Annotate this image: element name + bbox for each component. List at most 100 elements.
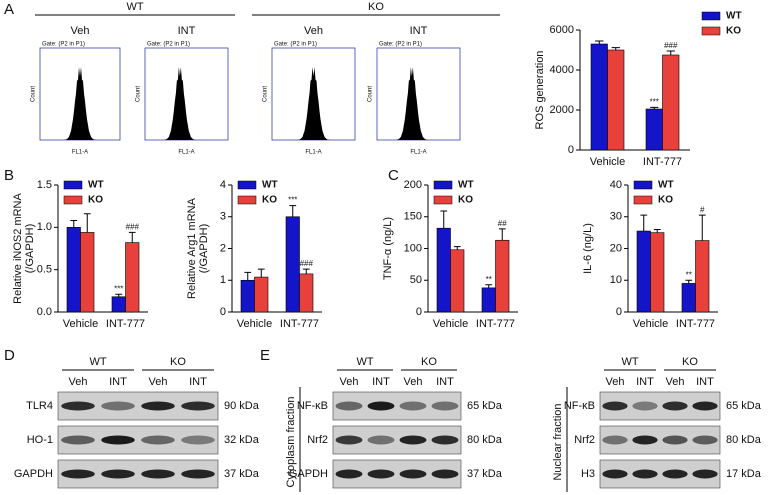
flow-y-label: Count	[136, 86, 142, 102]
significance-label: ###	[300, 259, 314, 268]
blot-size-label: 17 kDa	[726, 468, 762, 480]
group-label: KO	[368, 1, 384, 13]
flow-histogram	[64, 66, 96, 140]
legend-label: KO	[88, 195, 103, 206]
blot-row-label: GAPDH	[289, 468, 328, 480]
significance-label: **	[486, 275, 492, 284]
blot-size-label: 65 kDa	[726, 400, 762, 412]
panel-letter: A	[4, 1, 14, 18]
legend-swatch	[633, 180, 653, 190]
y-tick-label: 100	[404, 242, 422, 254]
lane-label: INT	[636, 376, 654, 388]
bar	[299, 273, 314, 313]
legend-swatch	[237, 180, 257, 190]
y-axis-label: IL-6 (ng/L)	[582, 223, 594, 274]
bar	[66, 227, 81, 313]
condition-label: INT	[410, 25, 428, 37]
y-tick-label: 0	[220, 306, 226, 318]
bar	[111, 296, 126, 313]
blot-band	[367, 401, 395, 411]
error-bar	[498, 228, 506, 241]
bar	[254, 276, 269, 313]
x-tick-label: INT-777	[280, 318, 319, 330]
y-axis-label: Relative Arg1 mRNA	[186, 197, 198, 299]
blot-band	[181, 401, 215, 411]
flow-y-label: Count	[263, 86, 269, 102]
x-tick-label: Vehicle	[237, 318, 272, 330]
fraction-label: Cytoplasm fraction	[285, 396, 297, 487]
lane-label: INT	[189, 376, 207, 388]
error-bar	[115, 293, 123, 297]
error-bar	[440, 210, 448, 229]
gate-label: Gate: (P2 in P1)	[147, 42, 190, 48]
lane-label: INT	[436, 376, 454, 388]
bar	[481, 287, 496, 313]
y-tick-label: 0	[568, 144, 574, 156]
flow-histogram	[163, 66, 196, 140]
blot-band	[662, 435, 688, 445]
legend-swatch	[433, 195, 453, 205]
lane-label: Veh	[69, 376, 88, 388]
bar	[240, 279, 255, 313]
error-bar	[289, 205, 297, 217]
blot-band	[335, 401, 363, 411]
bar	[607, 49, 625, 151]
error-bar	[685, 279, 693, 284]
flow-histogram	[395, 66, 428, 140]
legend-label: WT	[458, 180, 474, 191]
bar	[285, 216, 300, 313]
blot-band	[662, 469, 688, 479]
legend-label: WT	[262, 180, 278, 191]
lane-label: Veh	[606, 376, 625, 388]
legend-swatch	[63, 195, 83, 205]
y-tick-label: 200	[404, 179, 422, 191]
bar	[695, 240, 710, 313]
blot-row-label: GAPDH	[14, 468, 53, 480]
y-tick-label: 6000	[550, 24, 574, 36]
x-tick-label: INT-777	[106, 318, 145, 330]
blot-band	[692, 401, 718, 411]
panel-letter: E	[260, 347, 270, 364]
bar	[436, 227, 451, 313]
y-tick-label: 40	[610, 179, 622, 191]
blot-band	[632, 435, 658, 445]
blot-group-label: KO	[170, 356, 186, 368]
significance-label: ###	[664, 41, 678, 50]
blot-band	[399, 469, 427, 479]
y-axis-label: (/GAPDH)	[198, 224, 210, 274]
blot-group-label: WT	[356, 356, 373, 368]
blot-band	[602, 469, 628, 479]
gate-label: Gate: (P2 in P1)	[42, 42, 85, 48]
blot-band	[101, 469, 135, 479]
flow-x-label: FL1-A	[72, 150, 88, 156]
y-tick-label: 0	[416, 306, 422, 318]
lane-label: INT	[372, 376, 390, 388]
blot-group-label: KO	[682, 356, 698, 368]
flow-y-label: Count	[368, 86, 374, 102]
bar	[636, 230, 651, 313]
error-bar	[698, 214, 706, 241]
y-axis-label: ROS generation	[534, 51, 546, 130]
error-bar	[244, 271, 252, 281]
y-tick-label: 4000	[550, 64, 574, 76]
y-tick-label: 2000	[550, 104, 574, 116]
x-tick-label: INT-777	[643, 156, 682, 168]
legend-label: WT	[88, 180, 104, 191]
legend-swatch	[63, 180, 83, 190]
blot-group-label: KO	[421, 356, 437, 368]
y-tick-label: 3	[220, 211, 226, 223]
flow-y-label: Count	[31, 86, 37, 102]
blot-band	[399, 401, 427, 411]
blot-row-label: NF-κB	[297, 400, 328, 412]
y-axis-label: TNF-α (ng/L)	[382, 217, 394, 280]
y-tick-label: 10	[610, 274, 622, 286]
flow-x-label: FL1-A	[305, 150, 321, 156]
lane-label: INT	[109, 376, 127, 388]
condition-label: INT	[178, 25, 196, 37]
gate-label: Gate: (P2 in P1)	[379, 42, 422, 48]
x-tick-label: INT-777	[476, 318, 515, 330]
error-bar	[611, 47, 620, 50]
significance-label: #	[700, 205, 705, 214]
x-tick-label: Vehicle	[633, 318, 668, 330]
